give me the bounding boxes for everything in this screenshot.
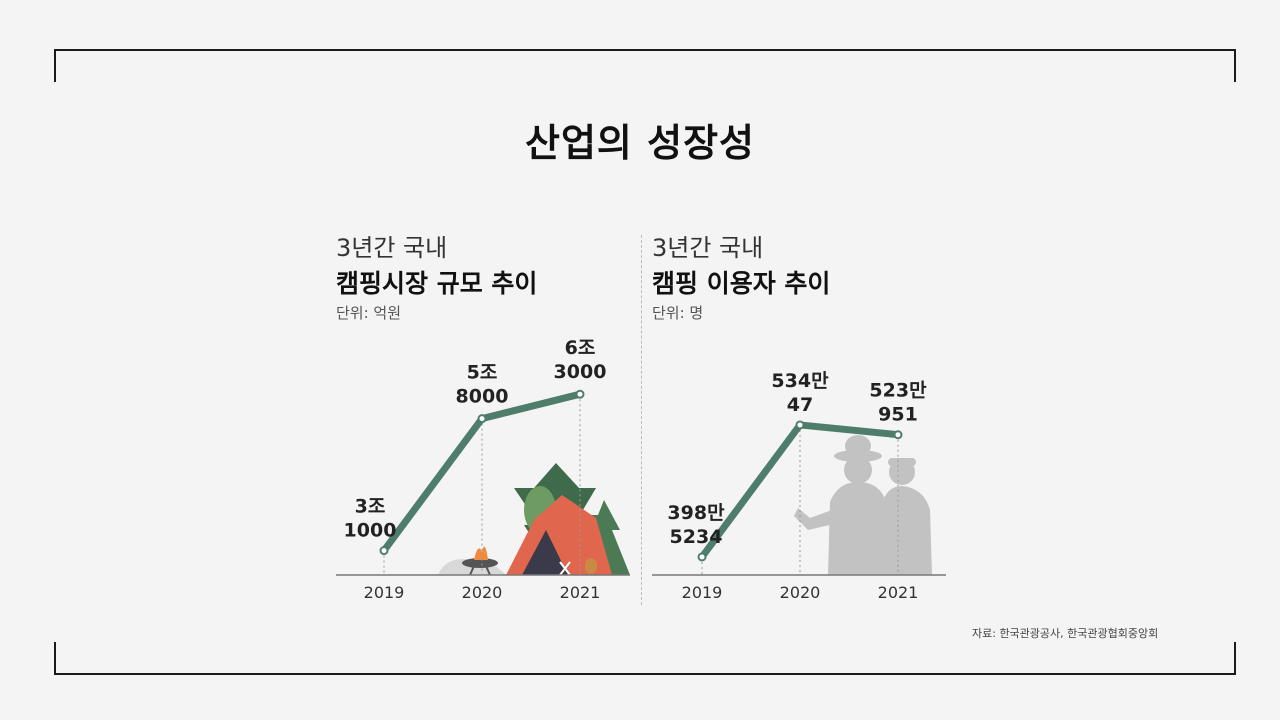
camp-chair-icon: [559, 561, 571, 576]
x-tick-label: 2021: [560, 583, 601, 602]
campfire-icon: [462, 558, 498, 568]
chart-unit: 단위: 억원: [336, 304, 402, 322]
fire-stand-leg: [485, 565, 491, 576]
data-point: [795, 420, 805, 430]
tent-door-icon: [522, 530, 568, 575]
chart-subtitle: 3년간 국내: [652, 234, 764, 262]
camping-users-chart-panel: 3년간 국내 캠핑 이용자 추이 단위: 명 398만 5234 534만 47 523…: [650, 220, 950, 610]
chart-unit: 단위: 명: [652, 304, 704, 322]
fire-flame-icon: [474, 546, 488, 560]
data-label: 1000: [344, 520, 397, 542]
camper-body: [828, 482, 890, 575]
guitar-icon: [585, 558, 597, 574]
data-point: [697, 552, 707, 562]
x-tick-label: 2019: [364, 583, 405, 602]
data-label: 47: [787, 394, 813, 416]
slide-frame-top: [54, 49, 1236, 82]
x-tick-label: 2021: [878, 583, 919, 602]
chart-subtitle: 3년간 국내: [336, 234, 448, 262]
camping-scene-illustration: [438, 463, 630, 576]
data-point: [575, 389, 585, 399]
data-label: 3조: [355, 496, 386, 518]
data-label: 534만: [771, 370, 829, 392]
data-label: 398만: [667, 502, 725, 524]
hat-crown: [845, 435, 871, 457]
chart-title: 캠핑 이용자 추이: [652, 269, 831, 298]
data-label: 8000: [456, 386, 509, 408]
source-note: 자료: 한국관광공사, 한국관광협회중앙회: [972, 627, 1159, 640]
data-point: [379, 546, 389, 556]
chart-title: 캠핑시장 규모 추이: [336, 269, 538, 298]
data-label: 3000: [554, 361, 607, 383]
data-point: [893, 430, 903, 440]
head: [844, 456, 872, 484]
x-tick-label: 2019: [682, 583, 723, 602]
x-tick-label: 2020: [780, 583, 821, 602]
data-label: 5234: [670, 526, 723, 548]
campers-silhouette-illustration: [794, 435, 932, 575]
data-label: 951: [878, 404, 918, 426]
market-size-chart-panel: 3년간 국내 캠핑시장 규모 추이 단위: 억원 3조 1000 5조 8000 6조 3…: [334, 220, 634, 610]
slide-title: 산업의 성장성: [525, 121, 755, 165]
camper-body: [882, 486, 932, 575]
fire-stand-leg: [469, 565, 475, 576]
data-point: [477, 414, 487, 424]
thumbs-up-arm: [794, 508, 834, 530]
cap: [888, 458, 916, 466]
panel-divider: [641, 235, 642, 605]
data-label: 6조: [565, 337, 596, 359]
tent-icon: [506, 495, 612, 575]
x-tick-label: 2020: [462, 583, 503, 602]
data-label: 5조: [467, 362, 498, 384]
slide-frame-bottom: [54, 642, 1236, 675]
data-label: 523만: [869, 380, 927, 402]
